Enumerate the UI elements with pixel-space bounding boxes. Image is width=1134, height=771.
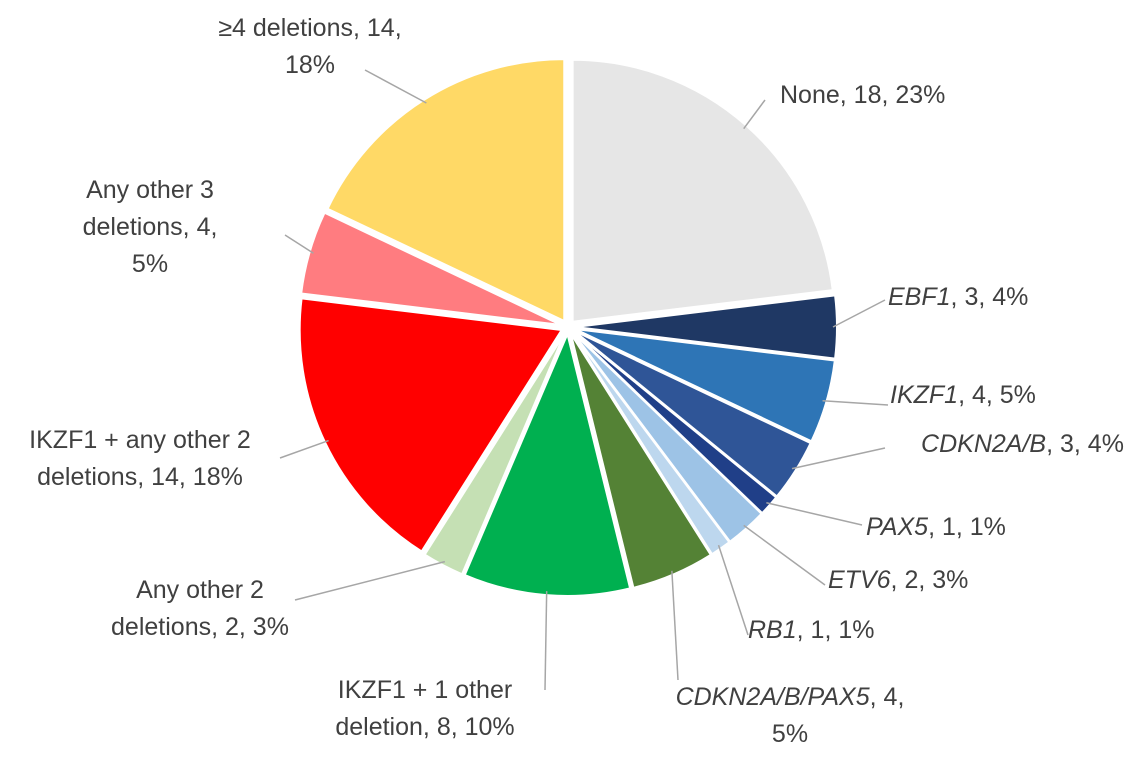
label-value: 3, 4% [964,283,1029,311]
label-name: EBF1 [888,283,951,311]
label-separator: , [422,713,437,741]
label-separator: , [890,566,905,594]
leader-line [284,234,314,254]
label-value: 14, 18% [284,14,402,79]
label-separator: , [211,613,226,641]
label-value: 4, 5% [771,683,905,748]
label-separator: , [1046,430,1060,458]
data-label: IKZF1, 4, 5% [890,377,1110,414]
label-name: IKZF1 + any other 2 deletions [29,426,251,491]
label-value: 1, 1% [810,616,875,644]
label-value: 8, 10% [436,713,515,741]
pie-slice [574,294,838,360]
label-name: ETV6 [828,566,891,594]
leader-line [544,591,548,691]
leader-line [671,570,679,681]
label-name: Any other 2 deletions [111,576,264,641]
leader-line [717,544,749,636]
data-label: CDKN2A/B/PAX5, 4, 5% [660,679,920,753]
label-value: 4, 5% [131,213,218,278]
label-value: 14, 18% [151,463,243,491]
data-label: RB1, 1, 1% [748,612,948,649]
leader-line [822,399,889,406]
leader-line [279,439,329,459]
label-separator: , [137,463,152,491]
pie-slice [300,211,562,327]
data-label: ≥4 deletions, 14, 18% [200,10,420,84]
pie-slice [574,327,836,443]
leader-line [791,447,886,470]
data-label: CDKN2A/B, 3, 4% [915,426,1130,463]
label-separator: , [182,213,197,241]
label-name: None [780,81,840,109]
pie-slice [423,332,566,576]
data-label: Any other 2 deletions, 2, 3% [105,572,295,646]
data-label: ETV6, 2, 3% [828,562,1048,599]
label-name: CDKN2A/B [921,430,1047,458]
label-value: 2, 3% [904,566,969,594]
label-separator: , [928,513,942,541]
leader-line [294,560,446,601]
data-label: Any other 3 deletions, 4, 5% [80,172,220,283]
label-name: CDKN2A/B/PAX5 [675,683,870,711]
label-name: IKZF1 [890,381,959,409]
label-separator: , [839,81,854,109]
data-label: EBF1, 3, 4% [888,279,1108,316]
pie-slice [571,332,731,556]
label-value: 18, 23% [853,81,946,109]
label-value: 2, 3% [225,613,289,641]
pie-slice [326,58,566,323]
label-separator: , [958,381,972,409]
label-name: RB1 [748,616,797,644]
leader-line [743,524,826,586]
data-label: IKZF1 + 1 other deletion, 8, 10% [300,672,550,746]
label-name: PAX5 [866,513,929,541]
label-separator: , [796,616,811,644]
leader-line [832,299,886,328]
data-label: PAX5, 1, 1% [866,509,1086,546]
leader-line [364,69,427,104]
leader-line [766,501,863,526]
label-value: 4, 5% [971,381,1036,409]
label-value: 1, 1% [941,513,1006,541]
pie-slice [573,329,812,498]
label-name: ≥4 deletions [218,14,353,42]
label-name: IKZF1 + 1 other deletion [335,676,513,741]
label-name: Any other 3 deletions [82,176,214,241]
label-separator: , [869,683,884,711]
label-separator: , [950,283,965,311]
pie-slice [569,332,713,590]
data-label: None, 18, 23% [780,77,1010,114]
label-value: 3, 4% [1060,430,1124,458]
data-label: IKZF1 + any other 2 deletions, 14, 18% [5,422,275,496]
leader-line [743,99,766,130]
label-separator: , [352,14,367,42]
